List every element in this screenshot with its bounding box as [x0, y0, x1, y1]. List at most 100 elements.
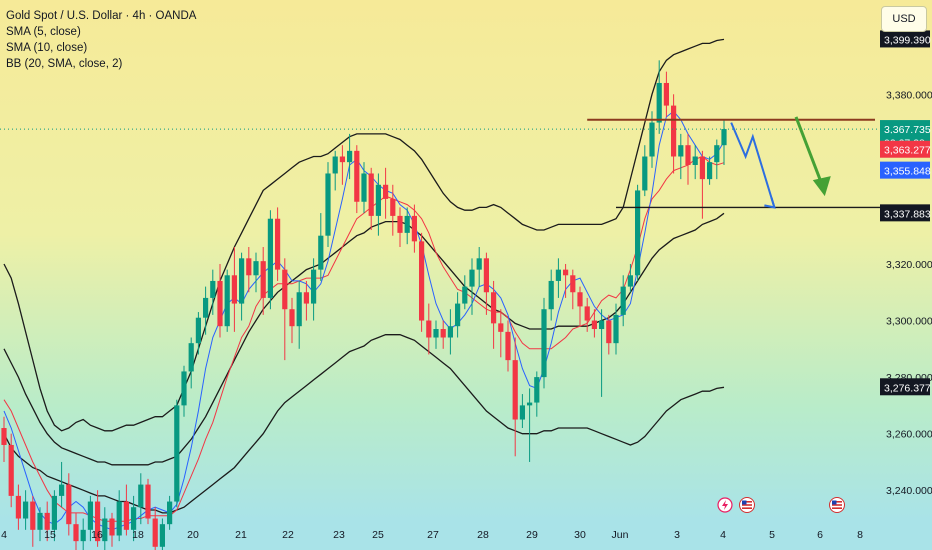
price-label-box — [880, 30, 930, 48]
candle — [339, 156, 345, 163]
event-markers[interactable] — [717, 497, 845, 513]
price-tick-label: 3,380.000 — [886, 89, 932, 101]
bb-lower-line — [3, 334, 725, 514]
candle — [555, 269, 561, 281]
candle — [663, 82, 669, 106]
candle — [260, 261, 266, 298]
currency-button[interactable]: USD — [881, 6, 927, 32]
candle — [109, 518, 115, 536]
candle — [390, 198, 396, 216]
time-tick-label: 18 — [132, 529, 144, 541]
candle — [635, 190, 641, 276]
candle — [174, 405, 180, 502]
time-tick-label: 27 — [427, 529, 439, 541]
candle — [584, 306, 590, 321]
candle — [80, 529, 86, 542]
candle — [188, 343, 194, 372]
time-tick-label: 6 — [817, 529, 823, 541]
bb-basis-line — [3, 212, 725, 466]
candle — [95, 501, 101, 542]
candle — [512, 360, 518, 420]
candle — [548, 280, 554, 310]
candle — [217, 280, 223, 327]
candle — [253, 261, 259, 276]
candle — [469, 269, 475, 287]
projection-arrow-blue[interactable] — [730, 122, 776, 208]
sma10-legend[interactable]: SMA (10, close) — [6, 42, 88, 54]
candle — [239, 258, 245, 304]
candle — [375, 184, 381, 216]
price-label-box — [880, 120, 930, 138]
candle — [606, 320, 612, 344]
candle — [73, 524, 79, 542]
chart-legend[interactable]: Gold Spot / U.S. Dollar · 4h · OANDA SMA… — [6, 8, 196, 72]
candle — [411, 215, 417, 242]
candle — [721, 129, 727, 146]
candle — [325, 173, 331, 236]
time-tick-label: 28 — [477, 529, 489, 541]
price-tick-label: 3,260.000 — [886, 429, 932, 441]
candle — [311, 269, 317, 304]
time-tick-label: 4 — [1, 529, 7, 541]
candle — [102, 518, 108, 542]
price-labels: 3,399.3903,367.73502:27:383,363.2773,355… — [880, 30, 931, 396]
candle — [519, 405, 525, 420]
time-tick-label: 16 — [91, 529, 103, 541]
candle — [714, 145, 720, 163]
candle — [671, 105, 677, 157]
candle — [246, 258, 252, 276]
candle — [181, 371, 187, 406]
price-label-box — [880, 204, 930, 222]
price-label-bb_basis: 3,337.883 — [884, 208, 931, 220]
candle — [167, 501, 173, 525]
candle — [152, 518, 158, 547]
candle — [570, 275, 576, 293]
candle — [613, 314, 619, 344]
candle — [267, 218, 273, 298]
lightning-event-icon[interactable] — [717, 497, 733, 513]
price-label-last: 3,367.735 — [884, 124, 931, 136]
candle — [599, 320, 605, 330]
symbol-title[interactable]: Gold Spot / U.S. Dollar · 4h · OANDA — [6, 10, 197, 22]
candle — [296, 292, 302, 327]
candle — [404, 215, 410, 233]
candle — [699, 156, 705, 180]
sma5-legend[interactable]: SMA (5, close) — [6, 26, 81, 38]
time-tick-label: 5 — [769, 529, 775, 541]
price-tick-label: 3,300.000 — [886, 316, 932, 328]
projection-arrow-green[interactable] — [794, 116, 824, 185]
candle — [66, 484, 72, 525]
candle — [692, 156, 698, 165]
price-label-box — [880, 161, 930, 179]
candle — [361, 173, 367, 202]
candle — [591, 320, 597, 330]
candle — [289, 309, 295, 327]
candle — [649, 122, 655, 157]
price-label-sma10: 3,355.848 — [884, 166, 931, 178]
price-label-box — [880, 378, 930, 396]
price-axis[interactable] — [880, 0, 932, 520]
price-label-bb_upper: 3,399.390 — [884, 34, 931, 46]
candle — [577, 292, 583, 307]
bb-legend[interactable]: BB (20, SMA, close, 2) — [6, 58, 123, 70]
candle — [627, 275, 633, 287]
candle — [347, 150, 353, 163]
time-tick-label: 29 — [526, 529, 538, 541]
candle — [37, 512, 43, 530]
candle — [419, 241, 425, 321]
candle — [224, 275, 230, 327]
candle — [354, 150, 360, 202]
candle — [447, 326, 453, 338]
time-tick-label: 20 — [187, 529, 199, 541]
candle — [231, 275, 237, 304]
candle — [159, 524, 165, 547]
time-tick-label: 23 — [333, 529, 345, 541]
us-flag-event-icon[interactable] — [739, 497, 755, 513]
us-flag-event-icon[interactable] — [829, 497, 845, 513]
drawings[interactable] — [0, 116, 880, 209]
candle — [44, 512, 50, 530]
time-tick-label: 21 — [235, 529, 247, 541]
candle — [440, 329, 446, 338]
time-tick-label: 8 — [857, 529, 863, 541]
